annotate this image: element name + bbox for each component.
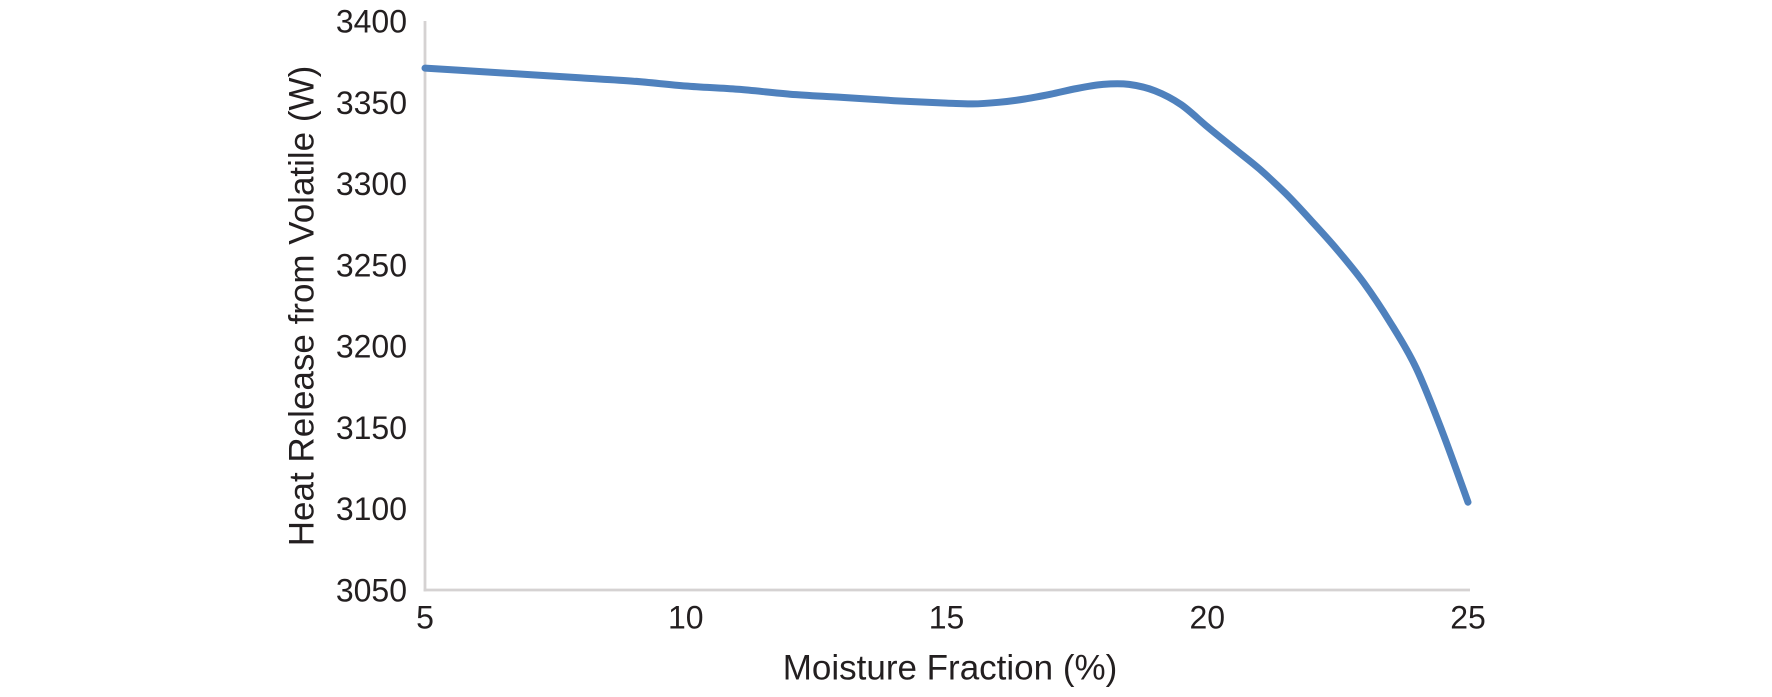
y-tick-label: 3150 [336,410,407,446]
y-tick-label: 3250 [336,247,407,283]
x-tick-label: 5 [416,600,434,636]
x-tick-label: 25 [1450,600,1486,636]
y-tick-label: 3350 [336,85,407,121]
x-tick-label: 10 [668,600,704,636]
y-tick-label: 3300 [336,166,407,202]
x-tick-label: 15 [929,600,965,636]
y-tick-label: 3050 [336,573,407,609]
y-tick-label: 3100 [336,491,407,527]
y-tick-label: 3200 [336,329,407,365]
y-tick-label: 3400 [336,4,407,40]
x-tick-label: 20 [1189,600,1225,636]
heat-release-series-line [421,64,1472,506]
y-axis-title: Heat Release from Volatile (W) [282,65,322,547]
x-axis-title: Moisture Fraction (%) [782,648,1118,688]
